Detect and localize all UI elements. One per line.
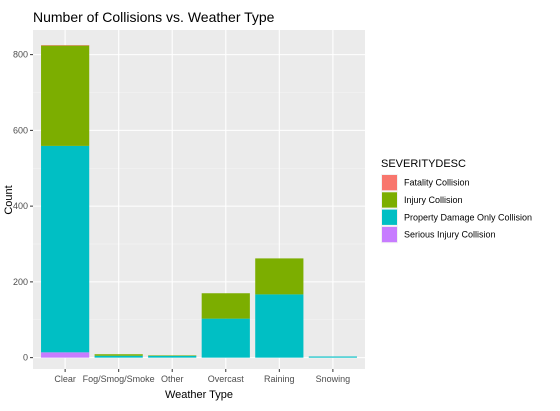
bar-segment: [148, 355, 197, 358]
y-tick-label: 600: [13, 125, 28, 135]
x-tick-label: Clear: [54, 374, 76, 384]
legend: SEVERITYDESC Fatality Collision Injury Co…: [381, 158, 532, 244]
bar-segment: [41, 45, 90, 46]
legend-label: Injury Collision: [404, 195, 463, 205]
x-tick-label: Raining: [264, 374, 295, 384]
bar-segment: [201, 318, 250, 358]
y-axis-title: Count: [3, 185, 15, 214]
bar-segment: [94, 354, 143, 356]
bar-segment: [94, 355, 143, 358]
legend-title: SEVERITYDESC: [381, 158, 466, 170]
legend-label: Fatality Collision: [404, 178, 470, 188]
legend-swatch: [382, 192, 397, 208]
x-axis-title: Weather Type: [165, 389, 233, 401]
y-axis: 0 200 400 600 800: [13, 50, 33, 363]
y-tick-label: 0: [23, 353, 28, 363]
y-tick-label: 400: [13, 201, 28, 211]
legend-swatch: [382, 209, 397, 225]
x-tick-label: Fog/Smog/Smoke: [83, 374, 155, 384]
legend-swatch: [382, 226, 397, 243]
x-axis: Clear Fog/Smog/Smoke Other Overcast Raining S…: [54, 369, 350, 384]
bar-segment: [41, 352, 90, 358]
bars: [41, 45, 357, 358]
bar-segment: [255, 294, 304, 358]
x-tick-label: Snowing: [316, 374, 351, 384]
bar-segment: [41, 145, 90, 353]
legend-swatch: [382, 175, 397, 191]
legend-label: Property Damage Only Collision: [404, 212, 532, 222]
bar-segment: [255, 258, 304, 295]
bar-segment: [148, 355, 197, 356]
chart-title: Number of Collisions vs. Weather Type: [33, 9, 275, 25]
y-tick-label: 800: [13, 50, 28, 60]
bar-segment: [308, 356, 357, 358]
legend-label: Serious Injury Collision: [404, 230, 496, 240]
x-tick-label: Other: [161, 374, 184, 384]
y-tick-label: 200: [13, 277, 28, 287]
bar-segment: [201, 293, 250, 319]
bar-segment: [41, 45, 90, 146]
x-tick-label: Overcast: [208, 374, 245, 384]
